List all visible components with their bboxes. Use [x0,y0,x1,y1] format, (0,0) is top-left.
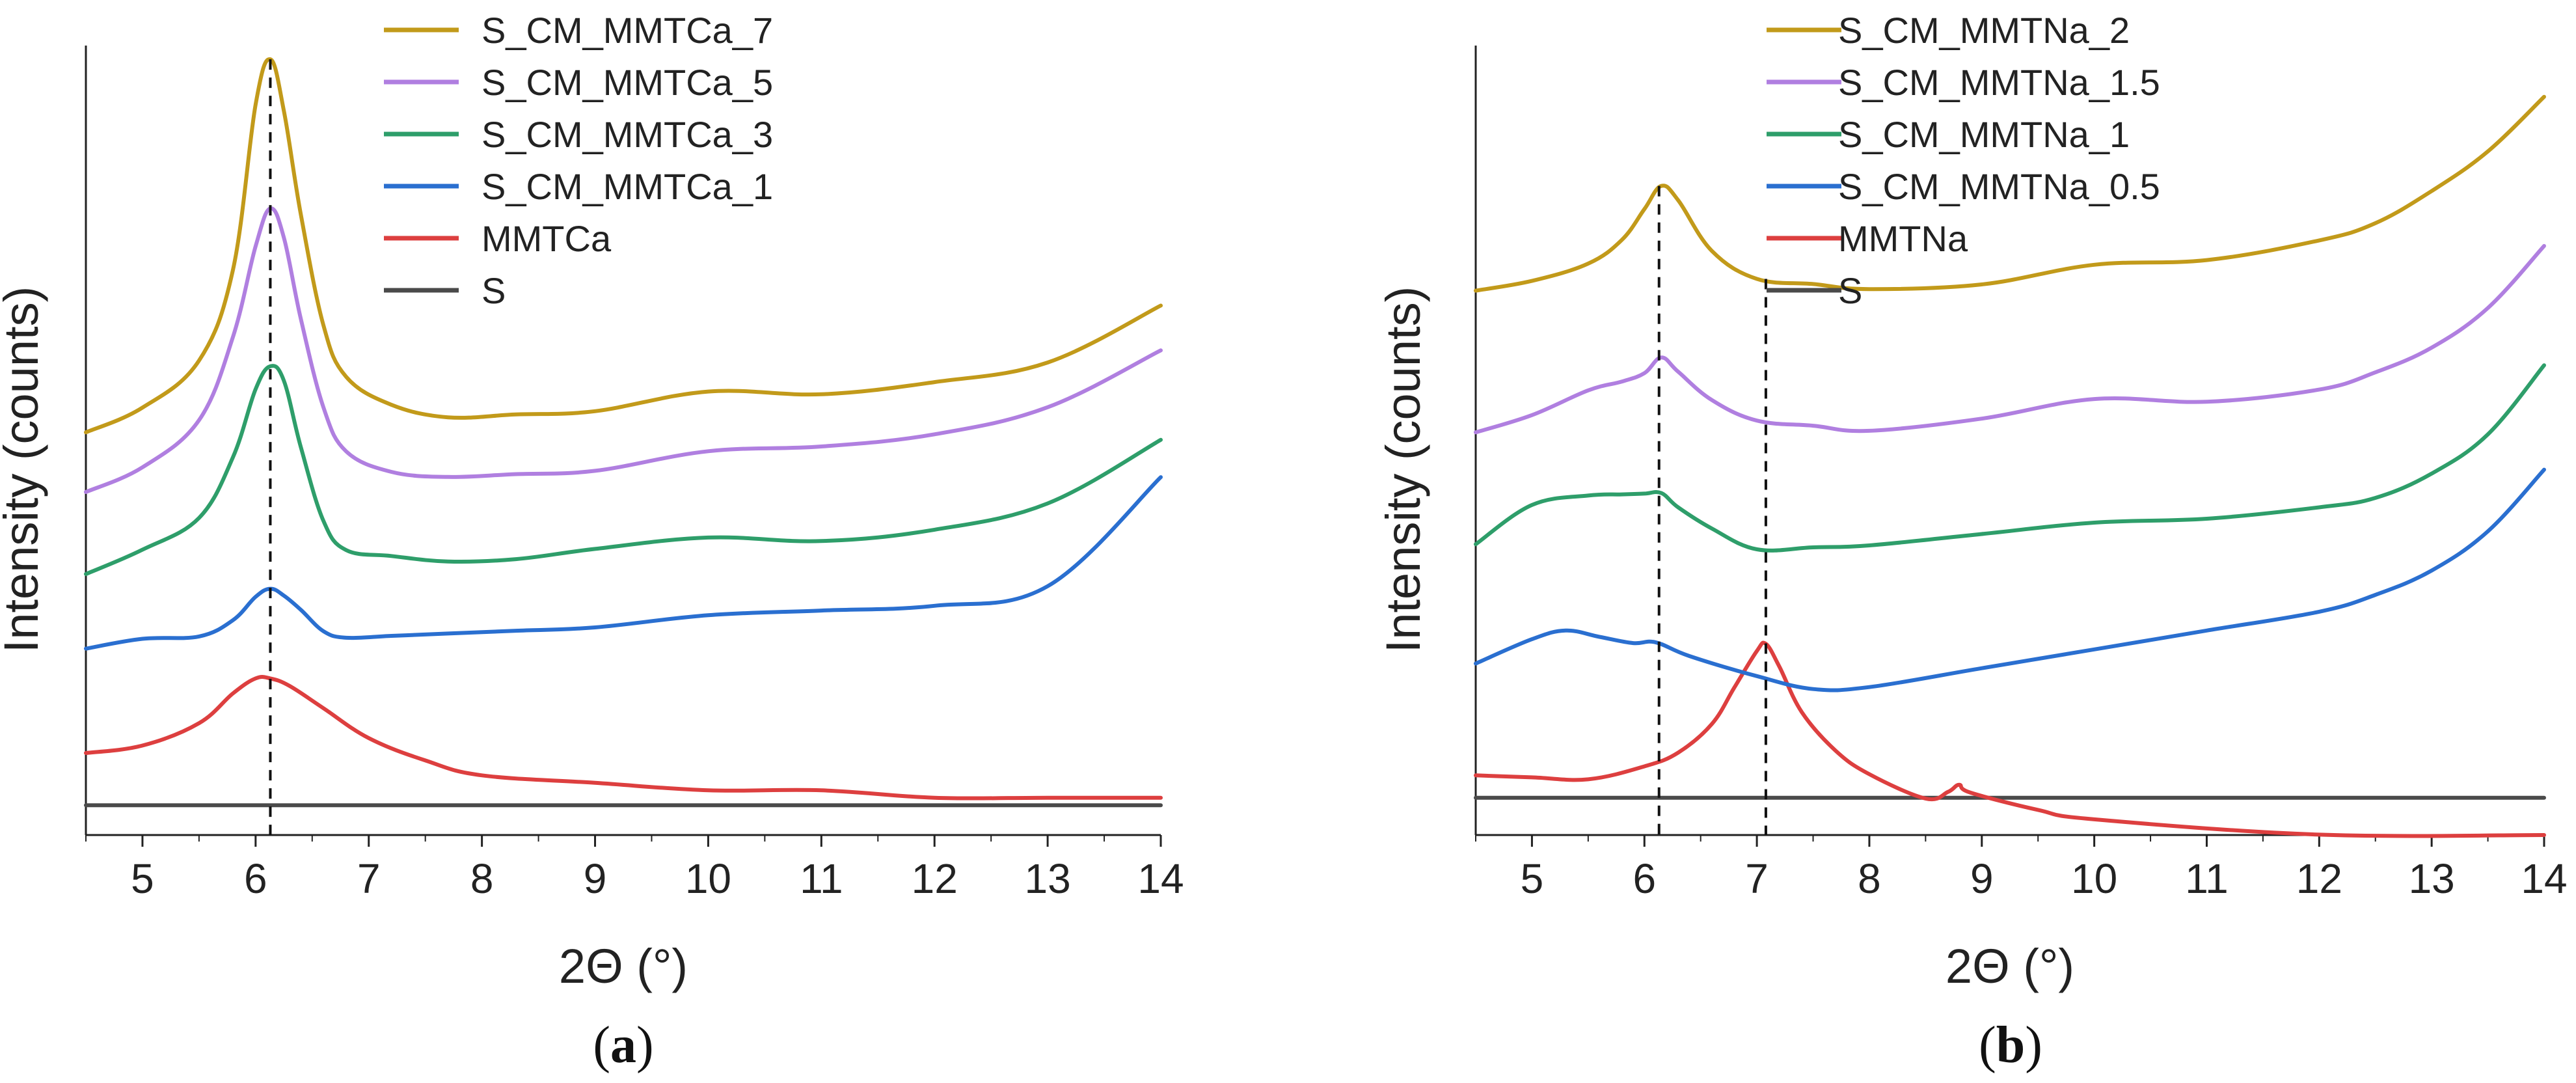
x-tick-label: 14 [2521,855,2567,902]
x-axis-title: 2Θ (°) [1946,939,2074,993]
x-tick-label: 11 [800,855,843,902]
legend-label: S_CM_MMTCa_1 [481,166,773,207]
series-line-S_CM_MMTCa_1 [86,477,1161,649]
series-line-S_CM_MMTNa_1 [1476,365,2544,551]
chart-panel-a: 5 6 7 8 9 10 11 12 13 14 2Θ (°) Intensity (counts) S… [0,10,1184,1074]
panel-label: (b) [1979,1017,2042,1074]
series-line-S_CM_MMTNa_0.5 [1476,470,2544,691]
panel-label: (a) [593,1017,653,1074]
x-tick-label: 14 [1137,855,1184,902]
series-line-S_CM_MMTNa_1.5 [1476,246,2544,432]
legend-label: MMTCa [481,218,612,259]
y-axis-title: Intensity (counts) [0,286,48,653]
x-tick-label: 12 [2296,855,2342,902]
series-line-S_CM_MMTCa_3 [86,366,1161,574]
x-tick-label: 5 [131,855,154,902]
chart-panel-b: 5 6 7 8 9 10 11 12 13 14 2Θ (°) Intensity (counts) S… [1376,10,2568,1074]
legend-label: S [481,270,506,311]
x-tick-label: 12 [912,855,958,902]
legend-label: S_CM_MMTNa_1.5 [1838,62,2160,103]
legend-label: S_CM_MMTNa_2 [1838,10,2130,51]
x-tick-label: 5 [1521,855,1544,902]
legend-label: S_CM_MMTNa_1 [1838,114,2130,155]
x-tick-label: 10 [2071,855,2117,902]
x-tick-label: 8 [1858,855,1881,902]
legend-label: S_CM_MMTNa_0.5 [1838,166,2160,207]
x-tick-label: 7 [1745,855,1769,902]
y-axis-title: Intensity (counts) [1376,286,1430,653]
x-tick-label: 13 [2409,855,2455,902]
x-tick-label: 11 [2185,855,2228,902]
legend-label: MMTNa [1838,218,1968,259]
series-line-MMTCa [86,677,1161,799]
series-line-S_CM_MMTCa_5 [86,208,1161,492]
x-tick-label: 10 [685,855,731,902]
x-tick-label: 6 [244,855,267,902]
legend-label: S_CM_MMTCa_5 [481,62,773,103]
x-axis-title: 2Θ (°) [559,939,688,993]
x-tick-label: 13 [1025,855,1071,902]
legend-label: S_CM_MMTCa_3 [481,114,773,155]
x-tick-label: 9 [584,855,607,902]
x-tick-label: 9 [1970,855,1994,902]
legend-label: S_CM_MMTCa_7 [481,10,773,51]
x-tick-label: 7 [357,855,381,902]
series-line-MMTNa [1476,642,2544,836]
figure: 5 6 7 8 9 10 11 12 13 14 2Θ (°) Intensity (counts) S… [0,0,2576,1083]
x-tick-label: 6 [1633,855,1656,902]
legend: S_CM_MMTCa_7 S_CM_MMTCa_5 S_CM_MMTCa_3 S_CM… [384,10,773,311]
x-tick-label: 8 [470,855,494,902]
legend-label: S [1838,270,1862,311]
